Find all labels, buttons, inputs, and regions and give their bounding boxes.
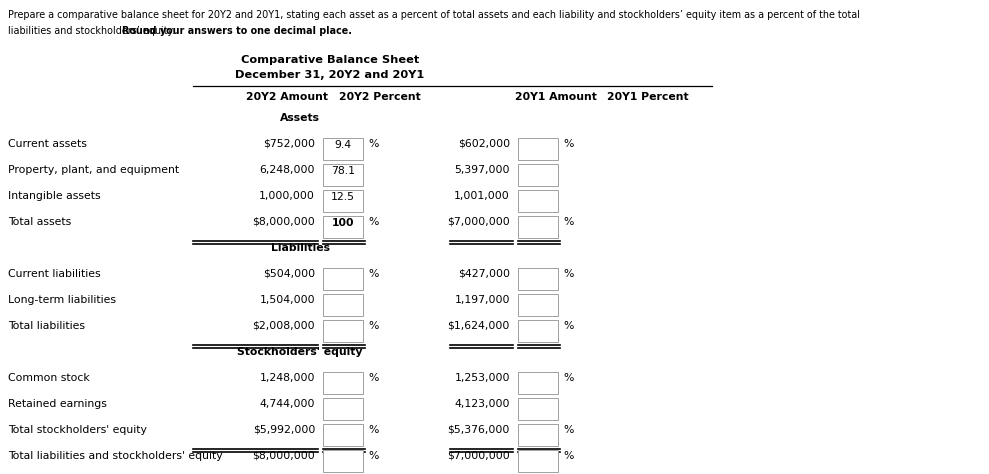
Text: $504,000: $504,000 [263,269,315,279]
Bar [518,164,558,186]
Text: $7,000,000: $7,000,000 [447,217,510,227]
Bar [323,294,363,316]
Text: 1,000,000: 1,000,000 [259,191,315,201]
Text: 4,123,000: 4,123,000 [455,399,510,409]
Text: Retained earnings: Retained earnings [8,399,107,409]
Text: 5,397,000: 5,397,000 [455,165,510,175]
Text: %: % [368,139,379,149]
Text: 1,248,000: 1,248,000 [259,373,315,383]
Bar [323,450,363,472]
Text: %: % [563,139,574,149]
Text: %: % [368,217,379,227]
Bar [323,424,363,446]
Text: 12.5: 12.5 [331,192,355,202]
Bar [518,294,558,316]
Text: %: % [368,451,379,461]
Text: %: % [368,425,379,435]
Text: %: % [368,321,379,331]
Text: 20Y2 Percent: 20Y2 Percent [339,92,421,102]
Text: $2,008,000: $2,008,000 [252,321,315,331]
Bar [323,164,363,186]
Text: $5,992,000: $5,992,000 [252,425,315,435]
Bar [518,268,558,290]
Text: 100: 100 [331,218,354,228]
Bar [323,268,363,290]
Text: %: % [563,217,574,227]
Bar [323,372,363,394]
Text: 78.1: 78.1 [331,166,355,176]
Bar [323,398,363,420]
Bar [323,216,363,238]
Text: 20Y1 Amount: 20Y1 Amount [515,92,597,102]
Text: $602,000: $602,000 [458,139,510,149]
Bar [323,190,363,212]
Text: $427,000: $427,000 [458,269,510,279]
Bar [518,372,558,394]
Text: Comparative Balance Sheet: Comparative Balance Sheet [241,55,419,65]
Text: Prepare a comparative balance sheet for 20Y2 and 20Y1, stating each asset as a p: Prepare a comparative balance sheet for … [8,10,860,20]
Text: Liabilities: Liabilities [271,243,329,253]
Text: Property, plant, and equipment: Property, plant, and equipment [8,165,179,175]
Text: Current liabilities: Current liabilities [8,269,101,279]
Text: December 31, 20Y2 and 20Y1: December 31, 20Y2 and 20Y1 [235,70,424,80]
Text: Assets: Assets [280,113,320,123]
Text: Total liabilities and stockholders' equity: Total liabilities and stockholders' equi… [8,451,223,461]
Bar [518,424,558,446]
Text: $5,376,000: $5,376,000 [448,425,510,435]
Bar [518,398,558,420]
Bar [518,320,558,342]
Text: %: % [368,373,379,383]
Text: Current assets: Current assets [8,139,87,149]
Bar [323,320,363,342]
Text: 9.4: 9.4 [334,140,351,150]
Text: %: % [563,451,574,461]
Bar [518,138,558,160]
Text: %: % [563,321,574,331]
Text: 6,248,000: 6,248,000 [259,165,315,175]
Bar [518,450,558,472]
Bar [323,138,363,160]
Text: 1,504,000: 1,504,000 [259,295,315,305]
Text: %: % [563,373,574,383]
Text: 1,197,000: 1,197,000 [455,295,510,305]
Text: Total stockholders' equity: Total stockholders' equity [8,425,147,435]
Text: Round your answers to one decimal place.: Round your answers to one decimal place. [122,26,352,36]
Text: Total assets: Total assets [8,217,71,227]
Text: 1,001,000: 1,001,000 [454,191,510,201]
Text: Long-term liabilities: Long-term liabilities [8,295,116,305]
Text: $8,000,000: $8,000,000 [252,451,315,461]
Bar [518,216,558,238]
Text: 1,253,000: 1,253,000 [455,373,510,383]
Text: 20Y2 Amount: 20Y2 Amount [246,92,328,102]
Text: $1,624,000: $1,624,000 [448,321,510,331]
Text: Intangible assets: Intangible assets [8,191,101,201]
Text: %: % [563,425,574,435]
Text: %: % [563,269,574,279]
Text: $752,000: $752,000 [263,139,315,149]
Text: Stockholders' equity: Stockholders' equity [237,347,363,357]
Text: $7,000,000: $7,000,000 [447,451,510,461]
Text: 4,744,000: 4,744,000 [259,399,315,409]
Bar [518,190,558,212]
Text: Common stock: Common stock [8,373,90,383]
Text: $8,000,000: $8,000,000 [252,217,315,227]
Text: %: % [368,269,379,279]
Text: Total liabilities: Total liabilities [8,321,85,331]
Text: 20Y1 Percent: 20Y1 Percent [607,92,688,102]
Text: liabilities and stockholders’ equity.: liabilities and stockholders’ equity. [8,26,178,36]
